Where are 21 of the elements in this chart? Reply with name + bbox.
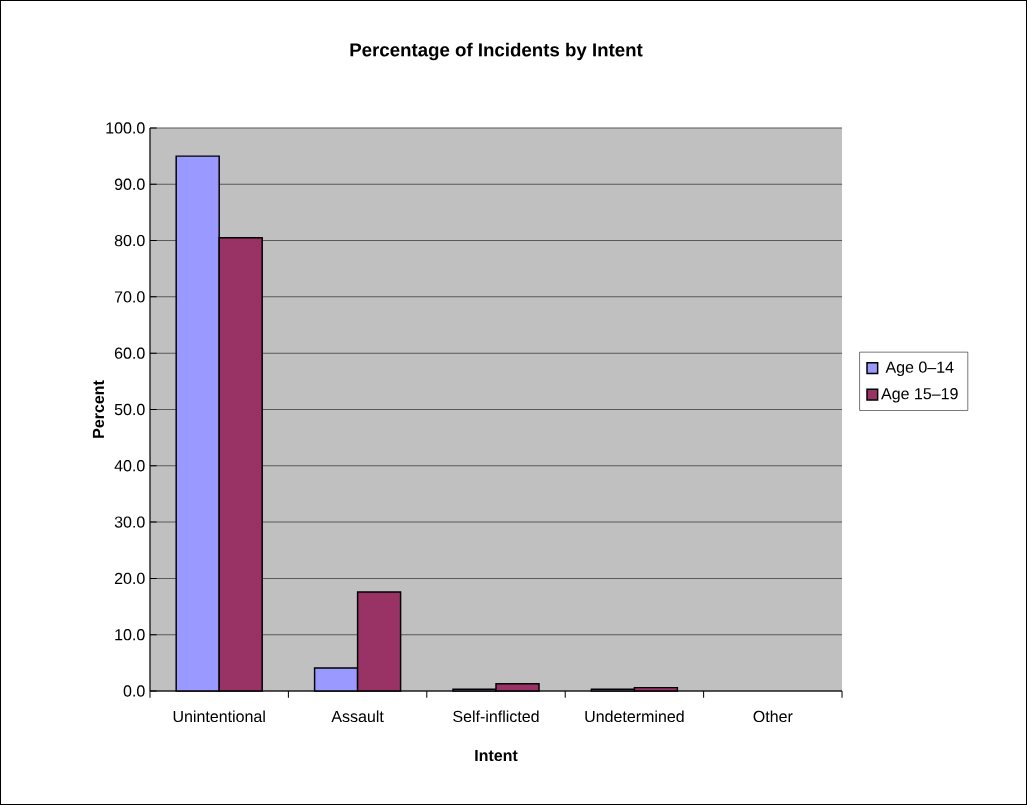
- y-tick-label: 90.0: [114, 178, 145, 190]
- y-tick-label: 70.0: [114, 291, 145, 303]
- x-tick-label: Undetermined: [585, 710, 684, 723]
- chart-title: Percentage of Incidents by Intent: [350, 42, 643, 61]
- y-tick-label: 40.0: [114, 460, 145, 472]
- y-tick-label: 30.0: [114, 516, 145, 528]
- y-tick-label: 10.0: [115, 629, 145, 641]
- x-tick-label: Self-inflicted: [453, 710, 539, 723]
- y-tick-label: 0.0: [123, 685, 145, 697]
- y-tick-label: 60.0: [114, 347, 145, 359]
- y-tick-label: 50.0: [114, 403, 145, 416]
- y-tick-label: 100.0: [106, 122, 145, 134]
- y-tick-label: 20.0: [114, 572, 145, 585]
- x-axis-title: Intent: [475, 749, 518, 762]
- y-axis-title: Percent: [92, 380, 105, 438]
- x-tick-label: Other: [753, 710, 793, 723]
- legend-label: Age 0–14: [885, 361, 954, 376]
- legend-label: Age 15–19: [881, 388, 958, 403]
- y-tick-label: 80.0: [114, 234, 145, 247]
- x-tick-label: Unintentional: [173, 710, 265, 723]
- x-tick-label: Assault: [331, 710, 384, 723]
